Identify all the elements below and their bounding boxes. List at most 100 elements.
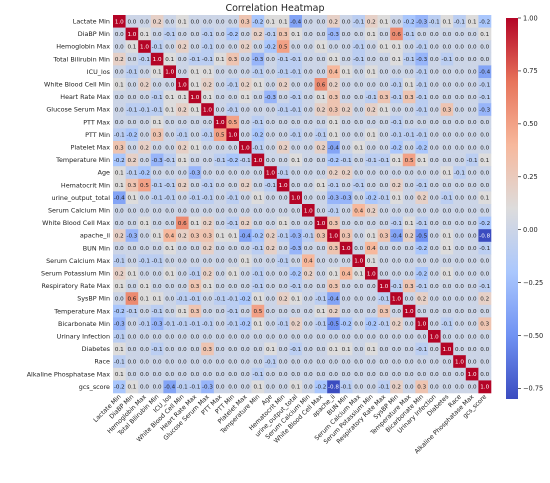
- heatmap-cell: [239, 128, 252, 142]
- heatmap-cell: [440, 367, 454, 381]
- cell-value-label: -0.5: [416, 234, 427, 240]
- cell-value-label: 0.0: [241, 171, 250, 177]
- cell-value-label: 0.0: [165, 360, 174, 366]
- cell-value-label: -0.1: [278, 57, 289, 63]
- heatmap-cell: [377, 267, 391, 280]
- cell-value-label: 0.0: [316, 120, 325, 126]
- heatmap-cell: [402, 317, 416, 331]
- cell-value-label: 0.0: [468, 183, 477, 189]
- cell-value-label: 0.0: [342, 19, 351, 25]
- cell-value-label: -0.1: [416, 82, 427, 88]
- cell-value-label: 0.0: [228, 347, 237, 353]
- cell-value-label: -0.1: [240, 158, 251, 164]
- cell-value-label: 0.3: [442, 108, 451, 114]
- cell-value-label: -0.1: [114, 133, 125, 139]
- cell-value-label: 0.2: [203, 271, 212, 277]
- heatmap-cell: [226, 317, 240, 331]
- cell-value-label: 0.0: [190, 45, 199, 51]
- cell-value-label: 0.0: [379, 57, 388, 63]
- heatmap-cell: [402, 292, 416, 306]
- cell-value-label: -0.1: [315, 133, 326, 139]
- heatmap-cell: [239, 115, 252, 129]
- cell-value-label: 0.0: [316, 259, 325, 265]
- cell-value-label: 0.0: [127, 246, 136, 252]
- heatmap-cell: [289, 216, 303, 230]
- cell-value-label: 0.4: [367, 246, 376, 252]
- heatmap-cell: [415, 27, 429, 41]
- heatmap-cell: [264, 27, 278, 41]
- cell-value-label: 0.2: [253, 32, 262, 38]
- cell-value-label: 0.0: [430, 385, 439, 391]
- cell-value-label: 0.0: [165, 347, 174, 353]
- cell-value-label: 0.0: [140, 208, 149, 214]
- cell-value-label: 0.0: [468, 259, 477, 265]
- cell-value-label: -0.2: [328, 158, 339, 164]
- cell-value-label: 0.0: [442, 372, 451, 378]
- heatmap-cell: [440, 52, 454, 66]
- cell-value-label: 0.0: [367, 45, 376, 51]
- heatmap-cell: [264, 141, 278, 154]
- cell-value-label: 0.0: [190, 120, 199, 126]
- heatmap-cell: [276, 65, 290, 79]
- cell-value-label: 0.3: [329, 95, 338, 101]
- cell-value-label: 0.1: [115, 171, 124, 177]
- cell-value-label: 0.1: [127, 196, 136, 202]
- cell-value-label: 0.0: [216, 271, 225, 277]
- heatmap-cell: [150, 27, 164, 41]
- cell-value-label: 0.0: [430, 171, 439, 177]
- heatmap-cell: [440, 342, 454, 356]
- cell-value-label: 0.0: [127, 95, 136, 101]
- cell-value-label: 0.2: [329, 19, 338, 25]
- heatmap-cell: [440, 78, 454, 91]
- cell-value-label: 0.0: [455, 145, 464, 151]
- cell-value-label: 0.2: [115, 271, 124, 277]
- heatmap-cell: [213, 355, 227, 369]
- cell-value-label: 0.0: [480, 133, 489, 139]
- heatmap-cell: [314, 90, 328, 104]
- row-label: White Blood Cell Min: [44, 81, 110, 89]
- cell-value-label: 0.0: [216, 95, 225, 101]
- heatmap-cell: [113, 115, 126, 129]
- cell-value-label: 0.0: [455, 372, 464, 378]
- heatmap-cell: [276, 78, 290, 91]
- heatmap-cell: [327, 279, 341, 293]
- heatmap-cell: [213, 78, 227, 91]
- heatmap-cell: [428, 380, 441, 394]
- cell-value-label: -0.2: [227, 158, 238, 164]
- heatmap-cell: [163, 65, 177, 79]
- cell-value-label: 0.0: [279, 133, 288, 139]
- cell-value-label: 0.0: [342, 360, 351, 366]
- cell-value-label: 0.0: [140, 95, 149, 101]
- colorbar-tick-label: 0.50: [523, 120, 538, 128]
- cell-value-label: 0.1: [216, 57, 225, 63]
- heatmap-cell: [150, 279, 164, 293]
- heatmap-cell: [365, 153, 378, 167]
- heatmap-cell: [314, 229, 328, 243]
- heatmap-cell: [453, 178, 467, 192]
- cell-value-label: 0.0: [304, 385, 313, 391]
- row-label: BUN Min: [83, 244, 110, 252]
- heatmap-cell: [365, 342, 378, 356]
- cell-value-label: 0.0: [480, 347, 489, 353]
- cell-value-label: 0.0: [203, 309, 212, 315]
- heatmap-cell: [390, 128, 404, 142]
- cell-value-label: 0.0: [367, 183, 376, 189]
- heatmap-cell: [314, 178, 328, 192]
- cell-value-label: 0.0: [468, 309, 477, 315]
- cell-value-label: -0.1: [315, 297, 326, 303]
- heatmap-cell: [440, 254, 454, 268]
- cell-value-label: 0.0: [178, 196, 187, 202]
- heatmap-cell: [365, 128, 378, 142]
- cell-value-label: 0.0: [430, 183, 439, 189]
- heatmap-cell: [352, 166, 366, 180]
- heatmap-cell: [276, 254, 290, 268]
- cell-value-label: 0.4: [354, 208, 363, 214]
- cell-value-label: 0.0: [468, 32, 477, 38]
- cell-value-label: 1.0: [316, 221, 325, 227]
- heatmap-cell: [339, 279, 353, 293]
- heatmap-cell: [289, 204, 303, 217]
- cell-value-label: -0.1: [341, 385, 352, 391]
- cell-value-label: 0.0: [304, 82, 313, 88]
- heatmap-cell: [365, 229, 378, 243]
- heatmap-cell: [289, 292, 303, 306]
